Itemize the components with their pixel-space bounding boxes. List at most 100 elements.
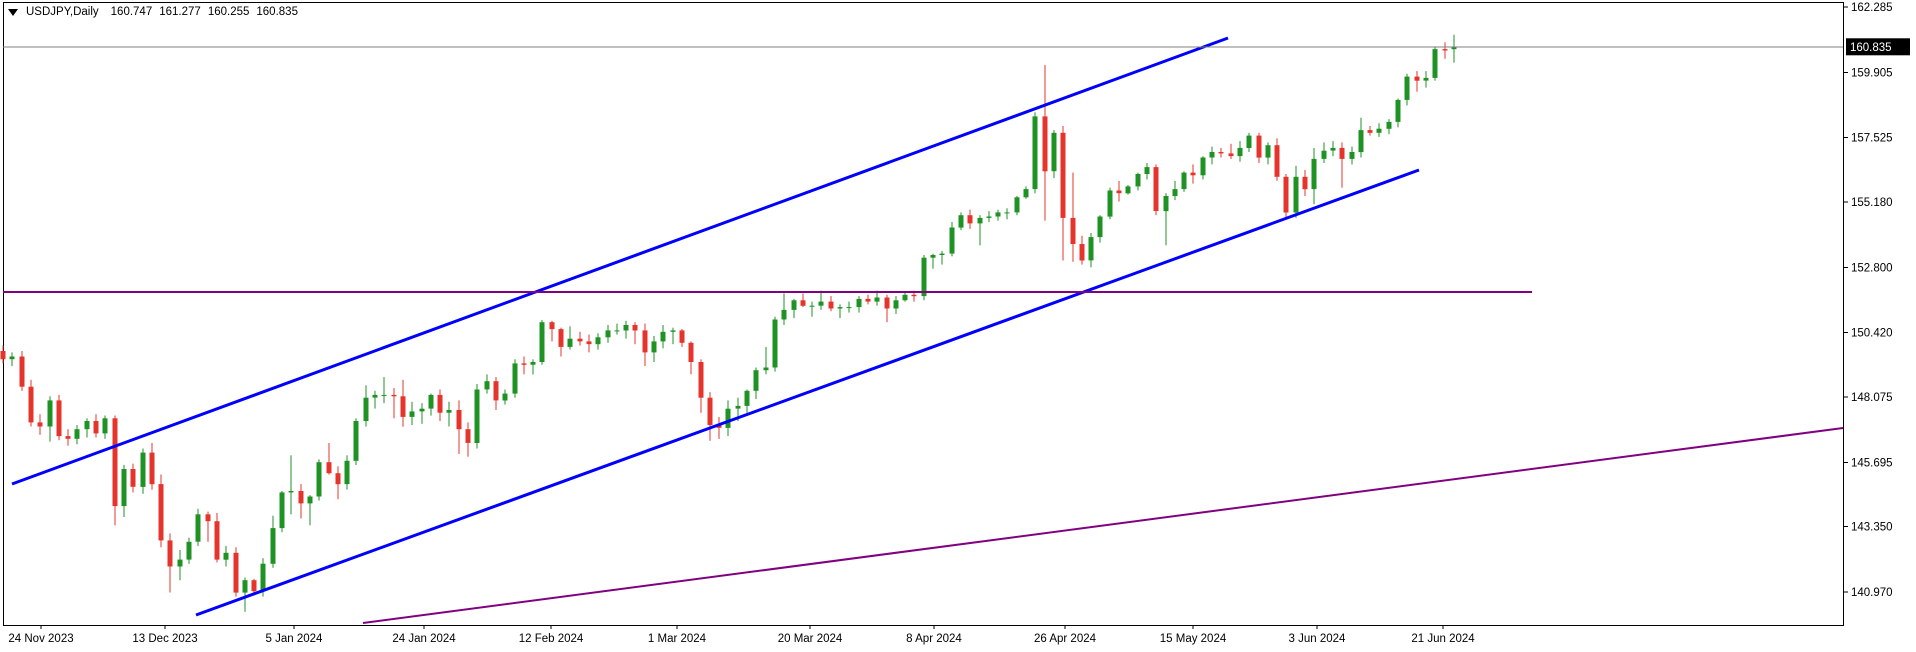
candle-bullish [763,346,769,375]
candle-bearish [549,320,555,342]
candle-bullish [1451,34,1457,63]
candle-bullish [744,389,750,416]
candle-body [1032,116,1038,190]
candle-wick [979,215,981,246]
candle-body [1190,172,1196,176]
candle-wick [839,304,841,319]
candle-body [623,325,629,331]
candle-body [958,215,964,228]
ohlc-close: 160.835 [256,6,298,18]
symbol-dropdown-icon[interactable] [8,8,18,16]
candle-body [1349,152,1355,159]
candle-body [772,319,778,368]
candle-body [19,356,25,387]
price-axis-label: 143.350 [1851,522,1893,534]
candle-bullish [195,508,201,546]
candle-wick [551,320,553,342]
candle-bullish [1032,112,1038,194]
candle-bullish [856,296,862,313]
candle-body [195,514,201,542]
candle-body [1181,172,1187,190]
current-price-tag [1846,38,1910,56]
candle-bullish [1004,208,1010,220]
candle-bullish [242,577,248,612]
candle-bullish [670,327,676,345]
candle-body [1451,46,1457,50]
candle-body [28,386,34,423]
candle-bearish [679,329,685,347]
candle-body [1256,135,1262,158]
candle-body [186,541,192,560]
candle-bullish [1209,146,1215,165]
candle-body [1293,176,1299,213]
candle-body [986,216,992,218]
candle-body [512,363,518,394]
candle-body [837,307,843,309]
candle-bullish [567,326,573,350]
candle-bullish [995,209,1001,221]
candle-wick [616,323,618,335]
candle-bearish [1414,71,1420,92]
candle-body [1163,196,1169,212]
candle-bullish [9,352,15,367]
candle-bullish [428,393,434,416]
candle-body [791,300,797,310]
candle-bullish [1293,165,1299,218]
candle-bullish [753,367,759,400]
trendline-ascending-channel-lower[interactable] [195,168,1420,617]
candle-wick [1444,42,1446,59]
candle-body [1116,190,1122,194]
trendline-long-term-support[interactable] [362,427,1844,624]
candle-body [260,563,266,592]
candle-wick [532,359,534,375]
ohlc-open: 160.747 [110,6,153,18]
candle-wick [737,397,739,421]
candle-body [1042,116,1048,172]
candle-body [781,309,787,320]
candle-body [828,301,834,309]
candle-body [1283,176,1289,213]
candle-body [1004,212,1010,214]
candle-wick [393,388,395,419]
candle-wick [811,301,813,317]
candle-wick [1341,142,1343,188]
candle-wick [802,293,804,308]
candle-body [1274,145,1280,177]
candle-body [121,469,127,507]
time-axis-label: 1 Mar 2024 [648,633,707,645]
trendline-ascending-channel-upper[interactable] [11,36,1229,486]
candle-body [1367,130,1373,133]
candle-body [391,394,397,397]
candle-body [716,425,722,428]
candle-bearish [437,389,443,422]
candle-body [1404,76,1410,100]
candle-wick [765,346,767,375]
candle-bearish [1283,174,1289,220]
candle-bullish [446,401,452,427]
candle-body [921,257,927,297]
candle-bearish [1339,142,1345,188]
candle-body [353,421,359,461]
candle-bearish [19,351,25,391]
candle-bearish [456,400,462,454]
candle-bullish [307,495,313,526]
candle-series [0,34,1457,612]
candle-wick [672,327,674,345]
candle-bearish [158,474,164,548]
candle-bullish [818,290,824,310]
candle-bullish [725,400,731,437]
time-axis-label: 21 Jun 2024 [1411,633,1475,645]
candle-bearish [37,414,43,435]
candle-body [9,356,15,360]
ohlc-high: 161.277 [159,6,201,18]
candle-bearish [558,327,564,357]
candle-body [47,400,53,427]
candle-bullish [1237,141,1243,162]
candle-bearish [1042,65,1048,221]
candle-bearish [205,511,211,542]
candle-body [65,436,71,439]
candle-bullish [372,390,378,409]
candle-body [493,381,499,401]
candle-body [558,329,564,347]
